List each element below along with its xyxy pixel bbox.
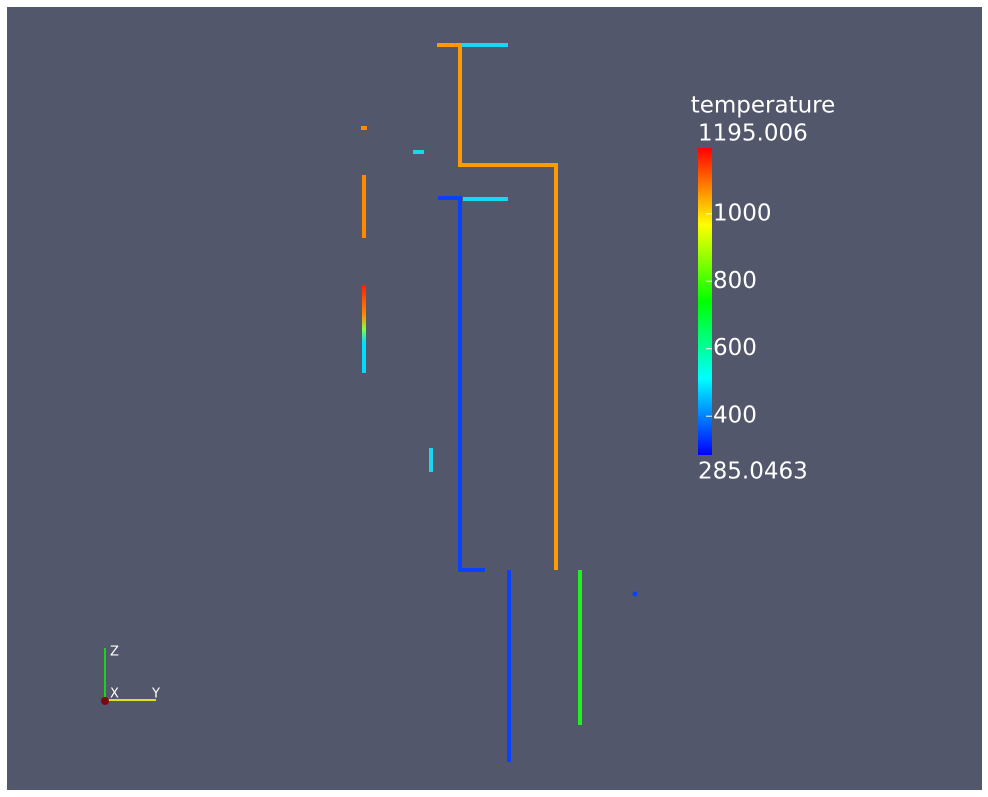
viewport[interactable] [7, 7, 982, 790]
color-bar [698, 148, 712, 455]
tick-label: 1000 [713, 200, 772, 226]
color-legend: temperature 1195.006 285.0463 1000 800 600 40… [691, 93, 836, 485]
pipes [361, 43, 638, 762]
range-max-label: 1195.006 [698, 121, 808, 147]
range-min-label: 285.0463 [698, 459, 808, 485]
axis-label: Z [110, 645, 119, 660]
legend-title: temperature [691, 93, 836, 119]
x-axis [101, 697, 109, 705]
pipe [362, 285, 366, 373]
axis-label: X [110, 687, 119, 702]
orientation-axes: Z X Y [101, 645, 160, 705]
pipe [458, 45, 558, 570]
axis-label: Y [151, 687, 160, 702]
pipe [438, 196, 485, 572]
tick-label: 600 [713, 335, 757, 361]
pipe-point [632, 591, 638, 597]
tick-label: 800 [713, 268, 757, 294]
tick-label: 400 [713, 403, 757, 429]
